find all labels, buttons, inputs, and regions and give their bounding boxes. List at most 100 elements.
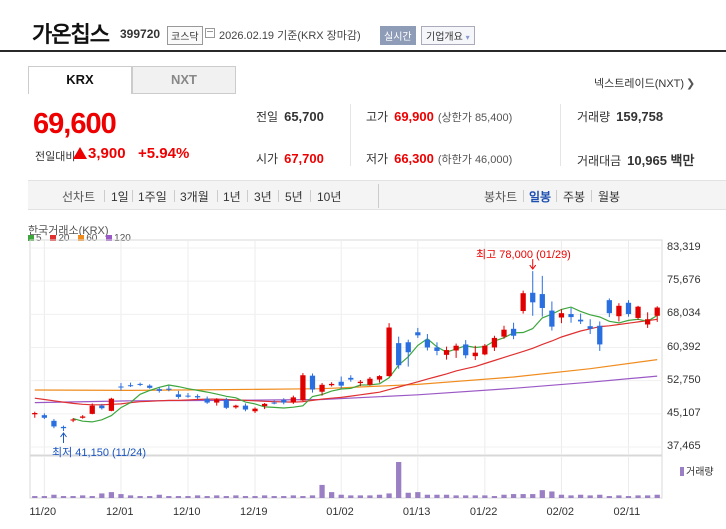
- divider: [556, 190, 557, 202]
- period-10y[interactable]: 10년: [317, 190, 342, 204]
- candle-body: [80, 416, 86, 418]
- stat-value: 69,900: [394, 109, 434, 124]
- stat-value: 65,700: [284, 109, 324, 124]
- realtime-button[interactable]: 실시간: [380, 26, 416, 45]
- volume-bar: [482, 495, 488, 498]
- candle-body: [396, 343, 402, 366]
- x-tick-label: 02/11: [613, 506, 641, 518]
- period-daily[interactable]: 일봉: [529, 190, 552, 204]
- volume-bar: [70, 496, 76, 498]
- ma20-line: [34, 318, 658, 406]
- x-tick-label: 02/02: [546, 506, 574, 518]
- volume-bar: [147, 496, 153, 498]
- candle-body: [424, 339, 431, 348]
- candle-body: [386, 327, 392, 377]
- candle-body: [577, 319, 584, 322]
- line-chart-label: 선차트: [62, 190, 96, 204]
- candle-body: [32, 412, 38, 415]
- high-arrow-head: [529, 264, 537, 270]
- candle-body: [290, 397, 296, 403]
- divider: [217, 190, 218, 202]
- period-3m[interactable]: 3개월: [180, 190, 209, 204]
- volume-bar: [645, 495, 651, 498]
- candle-body: [166, 388, 172, 390]
- divider: [174, 190, 175, 202]
- period-3y[interactable]: 3년: [254, 190, 272, 204]
- stat-label: 고가: [366, 110, 389, 124]
- volume-bar: [309, 495, 316, 498]
- volume-bar: [376, 494, 383, 498]
- period-monthly[interactable]: 월봉: [598, 190, 621, 204]
- period-weekly[interactable]: 주봉: [563, 190, 586, 204]
- candle-body: [223, 399, 229, 408]
- nextrade-link[interactable]: 넥스트레이드(NXT) ❯: [594, 75, 695, 91]
- volume-bar: [194, 495, 201, 498]
- x-tick-label: 12/01: [105, 506, 134, 518]
- stock-code: 399720: [120, 27, 161, 41]
- candle-body: [137, 383, 143, 385]
- volume-bar: [89, 496, 95, 498]
- volume-bar: [290, 495, 296, 498]
- divider: [350, 104, 351, 166]
- period-selector: 선차트 1일 1주일 3개월 1년 3년 5년 10년 봉차트 일봉 주봉 월봉: [28, 180, 726, 210]
- company-overview-button[interactable]: 기업개요 ▾: [421, 26, 475, 45]
- calendar-icon: [205, 28, 215, 38]
- candle-body: [338, 381, 344, 386]
- volume-bar: [367, 495, 373, 498]
- y-tick-label: 75,676: [667, 274, 701, 287]
- divider: [278, 190, 279, 202]
- change-percent: +5.94%: [138, 145, 190, 162]
- volume-bar: [616, 495, 622, 498]
- volume-bar: [261, 495, 268, 498]
- volume-bar: [597, 494, 603, 498]
- candle-body: [214, 399, 220, 403]
- period-1d[interactable]: 1일: [111, 190, 129, 204]
- volume-bar: [463, 495, 469, 498]
- candle-body: [405, 342, 411, 353]
- candle-body: [348, 377, 354, 380]
- volume-bar: [127, 495, 134, 498]
- chevron-down-icon: ▾: [465, 33, 470, 42]
- volume-bar: [204, 496, 210, 498]
- candle-body: [329, 383, 335, 386]
- candle-body: [616, 305, 622, 317]
- volume-bar: [348, 495, 354, 498]
- tab-krx[interactable]: KRX: [28, 66, 132, 94]
- change-label: 전일대비: [35, 151, 76, 163]
- stat-open: 시가 67,700: [256, 150, 324, 167]
- volume-bar: [32, 496, 38, 498]
- tab-nxt[interactable]: NXT: [132, 66, 236, 94]
- y-tick-label: 68,034: [667, 307, 701, 320]
- stat-volume: 거래량 159,758: [577, 108, 663, 125]
- period-5y[interactable]: 5년: [285, 190, 303, 204]
- stat-prev-close: 전일 65,700: [256, 108, 324, 125]
- candle-body: [558, 313, 565, 318]
- lower-limit: (하한가 46,000): [437, 154, 513, 166]
- volume-bar: [386, 493, 392, 498]
- volume-bar: [252, 496, 258, 498]
- volume-bar: [491, 496, 498, 498]
- volume-bar: [223, 496, 229, 498]
- volume-bar: [434, 494, 440, 498]
- divider: [104, 190, 105, 202]
- volume-bar: [635, 495, 641, 498]
- candle-body: [587, 326, 593, 329]
- volume-bar: [520, 494, 526, 498]
- candle-body: [539, 294, 545, 308]
- period-1w[interactable]: 1주일: [138, 190, 167, 204]
- candle-body: [118, 386, 124, 388]
- chart-title: 한국거래소(KRX): [28, 225, 109, 237]
- candle-body: [108, 398, 115, 411]
- divider: [560, 104, 561, 166]
- volume-bar: [281, 496, 287, 498]
- volume-bar: [185, 496, 191, 498]
- volume-bar: [137, 496, 143, 498]
- period-1y[interactable]: 1년: [223, 190, 241, 204]
- company-overview-label: 기업개요: [426, 32, 463, 43]
- volume-bar: [300, 496, 306, 498]
- y-tick-label: 45,107: [667, 406, 701, 419]
- candle-body: [261, 403, 268, 407]
- divider: [378, 184, 379, 208]
- candle-body: [271, 402, 277, 404]
